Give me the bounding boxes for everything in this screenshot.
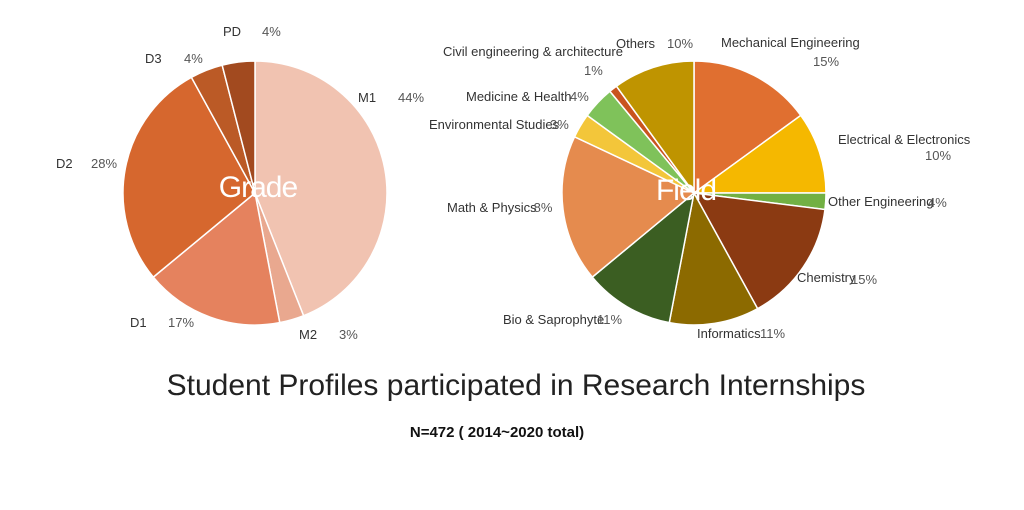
field-slice-chemistry (692, 192, 826, 310)
grade-pct-pd: 4% (262, 24, 281, 39)
grade-pct-d2: 28% (91, 156, 117, 171)
field-slice-electrical-electronics (691, 114, 827, 194)
grade-slice-d2 (122, 76, 256, 279)
field-label-chemistry: Chemistry (797, 270, 856, 285)
field-label-mechanical: Mechanical Engineering (721, 35, 860, 50)
field-pct-math: .8% (530, 200, 553, 215)
field-pct-medicine: 4% (570, 89, 589, 104)
grade-slice-d1 (152, 191, 281, 326)
field-label-environmental: Environmental Studies (429, 117, 560, 132)
field-slice-others (615, 60, 695, 196)
field-label-electrical: Electrical & Electronics (838, 132, 971, 147)
field-pct-chemistry: 15% (851, 272, 877, 287)
field-pct-civil: 1% (584, 63, 603, 78)
field-label-civil: Civil engineering & architecture (443, 44, 623, 59)
grade-label-m1: M1 (358, 90, 376, 105)
grade-label-m2: M2 (299, 327, 317, 342)
field-pct-environmental: 3% (550, 117, 569, 132)
grade-label-pd: PD (223, 24, 241, 39)
field-center-label: Field (656, 174, 716, 207)
chart-subtitle: N=472 ( 2014~2020 total) (410, 424, 584, 441)
field-label-informatics: Informatics (697, 326, 761, 341)
field-label-bio: Bio & Saprophyte (503, 312, 604, 327)
grade-pct-m1: 44% (398, 90, 424, 105)
grade-pie (122, 60, 388, 326)
field-pie (561, 60, 827, 326)
grade-pct-m2: 3% (339, 327, 358, 342)
field-label-medicine: Medicine & Health (466, 89, 572, 104)
field-slice-math-physics (561, 135, 696, 279)
grade-slice-pd (221, 60, 256, 194)
field-pct-informatics: 11% (760, 326, 785, 341)
field-pct-other-eng: 4% (928, 195, 947, 210)
field-slice-informatics (668, 190, 759, 326)
field-label-others: Others (616, 36, 656, 51)
field-pct-electrical: 10% (925, 148, 951, 163)
grade-pct-d1: 17% (168, 315, 194, 330)
field-slice-bio-saprophyte (591, 191, 696, 324)
field-label-math: Math & Physics (447, 200, 537, 215)
field-label-other-eng: Other Engineering (828, 194, 934, 209)
grade-slice-m1 (254, 60, 388, 317)
grade-center-label: Grade (219, 171, 298, 204)
field-slice-mechanical-engineering (693, 60, 802, 195)
field-labels: Mechanical Engineering 15% Electrical & … (429, 35, 971, 341)
grade-label-d3: D3 (145, 51, 162, 66)
field-pct-mechanical: 15% (813, 54, 839, 69)
field-pct-bio: 11% (597, 312, 622, 327)
grade-labels: PD 4% D3 4% M1 44% D2 28% D1 17% M2 3% G… (56, 24, 424, 342)
field-pct-others: 10% (667, 36, 693, 51)
grade-pct-d3: 4% (184, 51, 203, 66)
chart-title: Student Profiles participated in Researc… (167, 369, 866, 402)
grade-label-d1: D1 (130, 315, 147, 330)
grade-label-d2: D2 (56, 156, 73, 171)
